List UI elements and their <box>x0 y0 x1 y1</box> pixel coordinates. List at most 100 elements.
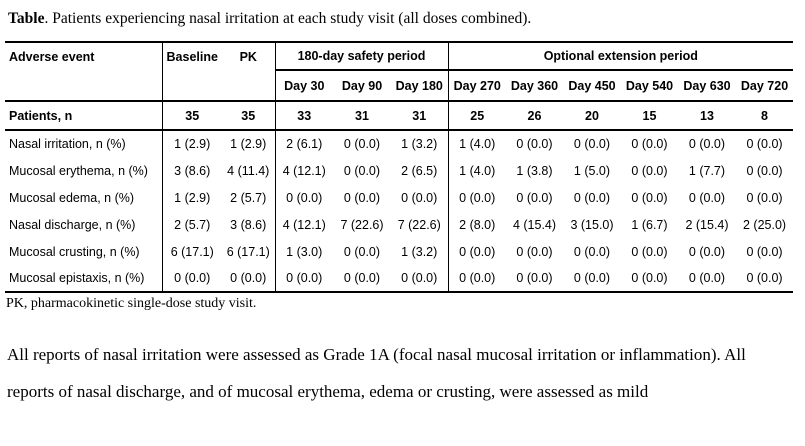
value-cell: 0 (0.0) <box>573 271 611 285</box>
value-cell: 1 (6.7) <box>631 217 668 232</box>
row-label: Mucosal edema, n (%) <box>5 184 163 211</box>
value-cell: 1 (2.9) <box>174 190 211 205</box>
adverse-events-table: Adverse event Baseline PK 180-day safety… <box>5 41 794 293</box>
value-cell: 0 (0.0) <box>286 271 323 285</box>
value-cell: 0 (0.0) <box>459 190 496 205</box>
value-cell: 20 <box>563 100 621 131</box>
value-cell: 0 (0.0) <box>746 137 783 151</box>
value-cell: 0 (0.0) <box>343 137 381 151</box>
value-cell: 35 <box>162 100 222 131</box>
column-header-day-30: Day 30 <box>284 78 325 93</box>
value-cell: 31 <box>391 100 449 131</box>
value-cell: 1 (2.9) <box>222 130 276 157</box>
value-cell: 0 (0.0) <box>746 163 783 178</box>
body-paragraph: All reports of nasal irritation were ass… <box>7 345 746 401</box>
table-title: Table. Patients experiencing nasal irrit… <box>0 0 805 29</box>
value-cell: 4 (11.4) <box>222 157 276 184</box>
value-cell: 0 (0.0) <box>459 271 496 285</box>
value-cell: 0 (0.0) <box>391 265 449 292</box>
table-title-text: . Patients experiencing nasal irritation… <box>44 10 532 27</box>
value-cell: 2 (8.0) <box>459 217 496 232</box>
value-cell: 7 (22.6) <box>391 211 449 238</box>
value-cell: 1 (3.0) <box>286 244 323 259</box>
value-cell: 33 <box>275 100 333 131</box>
table-title-label: Table <box>8 10 45 27</box>
row-label: Nasal irritation, n (%) <box>5 130 163 157</box>
adverse-event-row: Mucosal erythema, n (%) 3 (8.6) 4 (11.4) 4 … <box>5 157 793 184</box>
value-cell: 7 (22.6) <box>340 217 384 232</box>
value-cell: 0 (0.0) <box>459 244 496 259</box>
column-header-baseline: Baseline <box>166 50 218 64</box>
value-cell: 0 (0.0) <box>573 244 611 259</box>
value-cell: 1 (3.8) <box>516 163 553 178</box>
value-cell: 4 (12.1) <box>282 217 326 232</box>
value-cell: 6 (17.1) <box>170 244 214 259</box>
column-header-pk: PK <box>222 42 276 101</box>
table-footnote: PK, pharmacokinetic single-dose study vi… <box>6 296 257 311</box>
value-cell: 0 (0.0) <box>573 137 611 151</box>
value-cell: 1 (3.2) <box>391 238 449 265</box>
value-cell: 0 (0.0) <box>688 244 726 259</box>
value-cell: 2 (5.7) <box>222 184 276 211</box>
value-cell: 0 (0.0) <box>746 244 783 259</box>
value-cell: 0 (0.0) <box>688 190 726 205</box>
value-cell: 0 (0.0) <box>631 163 668 178</box>
adverse-event-row: Mucosal edema, n (%) 1 (2.9) 2 (5.7) 0 (0.0… <box>5 184 793 211</box>
value-cell: 0 (0.0) <box>286 190 323 205</box>
column-header-adverse-event: Adverse event <box>5 42 163 101</box>
column-header-day-630: Day 630 <box>683 78 731 93</box>
value-cell: 0 (0.0) <box>631 244 668 259</box>
value-cell: 3 (8.6) <box>174 163 211 178</box>
value-cell: 0 (0.0) <box>516 244 553 259</box>
value-cell: 4 (15.4) <box>512 217 557 232</box>
value-cell: 1 (5.0) <box>573 163 611 178</box>
value-cell: 35 <box>222 100 276 131</box>
value-cell: 0 (0.0) <box>516 190 553 205</box>
value-cell: 0 (0.0) <box>174 271 211 285</box>
value-cell: 1 (4.0) <box>459 163 496 178</box>
value-cell: 2 (15.4) <box>685 217 729 232</box>
value-cell: 0 (0.0) <box>343 163 381 178</box>
column-group-safety-period: 180-day safety period <box>275 42 449 71</box>
column-header-day-180: Day 180 <box>391 70 449 101</box>
value-cell: 8 <box>736 100 794 131</box>
value-cell: 15 <box>621 100 678 131</box>
column-header-day-360: Day 360 <box>510 78 559 93</box>
group-header-row: Adverse event Baseline PK 180-day safety… <box>5 42 794 101</box>
column-header-day-540: Day 540 <box>625 78 674 93</box>
value-cell: 2 (6.1) <box>286 137 323 151</box>
adverse-event-row: Nasal irritation, n (%) 1 (2.9) 1 (2.9) 2 (… <box>5 130 793 157</box>
value-cell: 0 (0.0) <box>343 271 381 285</box>
value-cell: 2 (6.5) <box>391 157 449 184</box>
value-cell: 3 (8.6) <box>222 211 276 238</box>
value-cell: 6 (17.1) <box>222 238 276 265</box>
value-cell: 1 (3.2) <box>391 130 449 157</box>
column-group-extension-period: Optional extension period <box>448 42 794 71</box>
value-cell: 0 (0.0) <box>343 244 381 259</box>
table-body: Patients, n 35 35 33 31 31 25 26 20 15 13 8 Nasal ir… <box>5 100 794 292</box>
value-cell: 0 (0.0) <box>516 137 553 151</box>
value-cell: 26 <box>506 100 563 131</box>
value-cell: 4 (12.1) <box>282 163 326 178</box>
value-cell: 0 (0.0) <box>688 271 726 285</box>
column-header-day-270: Day 270 <box>453 78 501 93</box>
value-cell: 1 (2.9) <box>174 137 211 151</box>
value-cell: 1 (4.0) <box>459 137 496 151</box>
value-cell: 13 <box>678 100 736 131</box>
row-label: Mucosal erythema, n (%) <box>5 157 163 184</box>
row-label: Patients, n <box>5 100 163 131</box>
column-header-day-720: Day 720 <box>740 78 789 93</box>
day-header-row: Day 30 Day 90 Day 180 Day 270 Day 360 Da… <box>5 70 793 101</box>
row-label: Mucosal crusting, n (%) <box>5 238 163 265</box>
value-cell: 31 <box>333 100 391 131</box>
column-header-day-90: Day 90 <box>341 78 383 93</box>
value-cell: 0 (0.0) <box>222 265 276 292</box>
column-header-day-450: Day 450 <box>568 78 616 93</box>
value-cell: 0 (0.0) <box>516 271 553 285</box>
adverse-event-row: Mucosal crusting, n (%) 6 (17.1) 6 (17.1) 1… <box>5 238 793 265</box>
value-cell: 0 (0.0) <box>631 137 668 151</box>
row-label: Nasal discharge, n (%) <box>5 211 163 238</box>
patients-count-row: Patients, n 35 35 33 31 31 25 26 20 15 13 8 <box>5 100 794 131</box>
value-cell: 1 (7.7) <box>688 163 726 178</box>
